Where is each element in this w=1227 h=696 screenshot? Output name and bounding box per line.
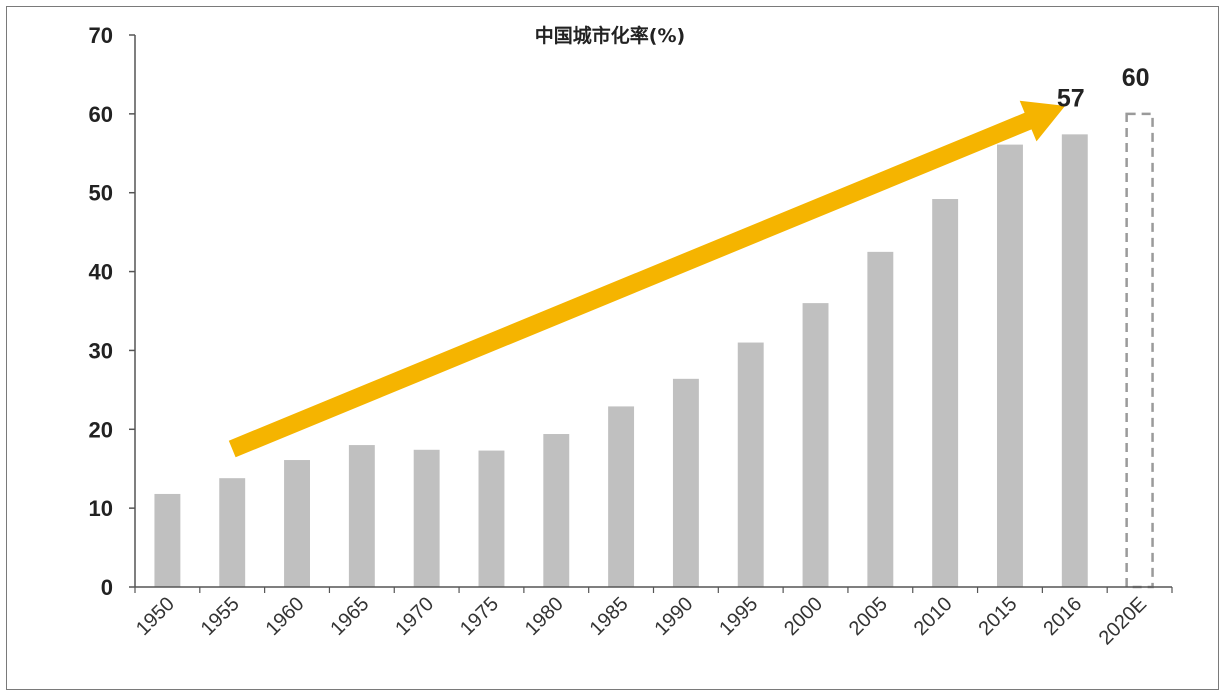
data-label-2016: 57 — [1057, 84, 1085, 112]
bar-2010 — [932, 199, 959, 587]
y-tick-label: 20 — [89, 417, 113, 442]
x-tick-label: 2000 — [780, 593, 827, 640]
x-tick-label: 2010 — [910, 593, 957, 640]
data-labels: 57 60 — [1057, 64, 1150, 113]
x-tick-label: 1970 — [391, 593, 438, 640]
trend-arrow-shape — [228, 100, 1066, 458]
x-tick-label: 1950 — [132, 593, 179, 640]
bar-1970 — [413, 449, 440, 587]
y-tick-label: 10 — [89, 496, 113, 521]
bar-1990 — [672, 378, 699, 587]
x-tick-label: 1980 — [521, 593, 568, 640]
y-tick-label: 0 — [101, 575, 113, 600]
x-tick-label: 2020E — [1095, 593, 1151, 649]
bar-1980 — [543, 434, 570, 587]
bar-1955 — [219, 478, 246, 587]
bar-1985 — [608, 406, 635, 587]
bar-projected-2020E — [1125, 112, 1154, 589]
x-axis: 1950 1955 1960 1965 1970 1975 1980 1985 1990 1995… — [132, 587, 1173, 649]
bar-2016 — [1061, 134, 1088, 588]
x-tick-label: 1975 — [456, 593, 503, 640]
x-tick-label: 1995 — [715, 593, 762, 640]
bar-2005 — [867, 251, 894, 587]
y-tick-label: 50 — [89, 181, 113, 206]
bar-1995 — [737, 342, 764, 587]
x-tick-label: 1990 — [650, 593, 697, 640]
chart-frame — [6, 6, 1219, 690]
bar-1965 — [348, 445, 375, 587]
x-tick-label: 2005 — [845, 593, 892, 640]
bar-2015 — [997, 144, 1023, 587]
x-tick-label: 2015 — [974, 593, 1021, 640]
trend-arrow — [228, 100, 1066, 458]
x-tick-label: 1955 — [197, 593, 244, 640]
y-tick-label: 70 — [89, 23, 113, 48]
y-axis: 0 10 20 30 40 50 60 70 — [89, 23, 135, 600]
bar-2000 — [802, 303, 829, 587]
data-label-2020E: 60 — [1122, 64, 1150, 92]
x-tick-label: 1965 — [326, 593, 373, 640]
x-tick-label: 1985 — [586, 593, 633, 640]
bar-1950 — [154, 493, 181, 587]
bar-1975 — [478, 450, 505, 587]
bars — [154, 112, 1154, 589]
x-tick-label: 2016 — [1039, 593, 1086, 640]
y-tick-label: 30 — [89, 338, 113, 363]
y-tick-label: 60 — [89, 102, 113, 127]
y-tick-label: 40 — [89, 260, 113, 285]
x-tick-label: 1960 — [262, 593, 309, 640]
bar-1960 — [284, 460, 310, 587]
chart-title: 中国城市化率(%) — [535, 24, 685, 47]
